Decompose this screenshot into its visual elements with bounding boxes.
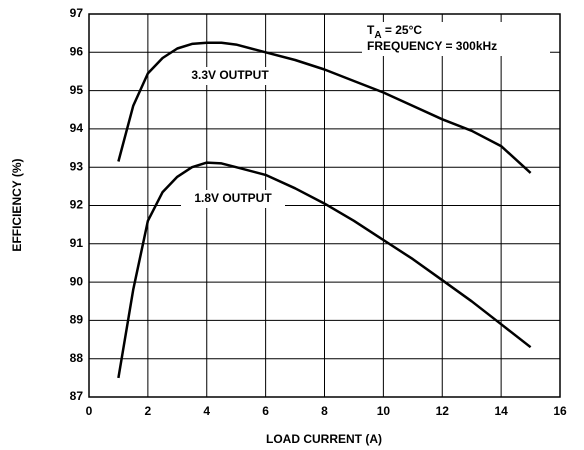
series-label: 1.8V OUTPUT xyxy=(194,191,272,205)
annotation-bg xyxy=(362,22,550,56)
y-tick-label: 90 xyxy=(70,274,84,288)
x-tick-label: 2 xyxy=(145,404,152,418)
y-tick-label: 94 xyxy=(70,121,84,135)
x-tick-label: 10 xyxy=(377,404,391,418)
annotation: TA = 25°C xyxy=(367,23,422,40)
series-label-bg xyxy=(178,67,282,85)
annotation-rest: = 25°C xyxy=(382,23,423,37)
annotation-t: T xyxy=(367,23,375,37)
x-tick-label: 14 xyxy=(494,404,508,418)
annotation-sub: A xyxy=(374,30,381,41)
y-tick-label: 93 xyxy=(70,159,84,173)
annotation-line2: FREQUENCY = 300kHz xyxy=(367,39,497,53)
x-tick-label: 16 xyxy=(553,404,567,418)
grid xyxy=(88,13,561,398)
x-tick-label: 6 xyxy=(262,404,269,418)
y-tick-label: 97 xyxy=(70,6,84,20)
y-tick-label: 92 xyxy=(70,198,84,212)
line-series xyxy=(117,161,532,379)
y-axis-title: EFFICIENCY (%) xyxy=(10,158,24,251)
series-label-bg xyxy=(181,190,285,208)
x-axis-title: LOAD CURRENT (A) xyxy=(266,432,382,446)
line-series xyxy=(117,41,532,174)
plot-frame xyxy=(88,13,561,398)
y-tick-label: 87 xyxy=(70,389,84,403)
series-label: 3.3V OUTPUT xyxy=(191,68,269,82)
y-tick-label: 89 xyxy=(70,313,84,327)
x-tick-label: 0 xyxy=(86,404,93,418)
y-tick-label: 91 xyxy=(70,236,84,250)
y-tick-label: 95 xyxy=(70,83,84,97)
x-tick-label: 8 xyxy=(321,404,328,418)
x-tick-label: 4 xyxy=(203,404,210,418)
y-tick-label: 88 xyxy=(70,351,84,365)
curves: 3.3V OUTPUT 1.8V OUTPUT xyxy=(117,41,532,379)
x-tick-label: 12 xyxy=(436,404,450,418)
y-tick-label: 96 xyxy=(70,44,84,58)
